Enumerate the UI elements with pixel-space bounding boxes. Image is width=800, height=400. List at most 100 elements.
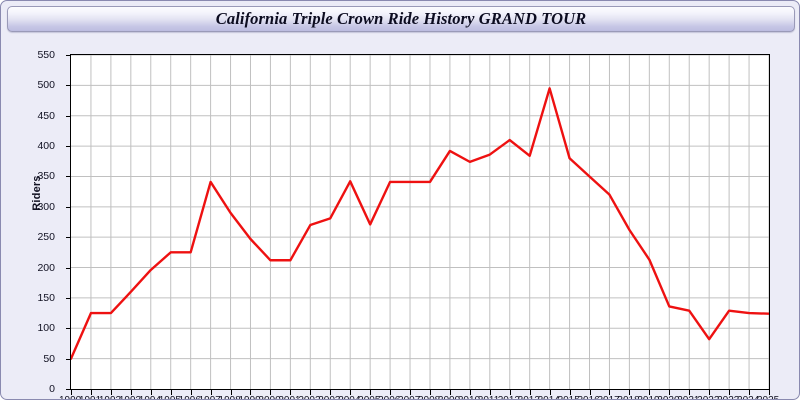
y-tick-mark bbox=[66, 358, 71, 360]
y-tick-label: 150 bbox=[37, 291, 55, 304]
x-tick-mark bbox=[489, 390, 491, 395]
x-tick-label: 2005 bbox=[358, 395, 380, 399]
x-tick-label: 2017 bbox=[597, 395, 619, 399]
x-tick-label: 2004 bbox=[338, 395, 360, 399]
x-tick-mark bbox=[270, 390, 272, 395]
x-tick-mark bbox=[150, 390, 152, 395]
y-tick-label: 300 bbox=[37, 200, 55, 213]
y-tick-mark bbox=[66, 206, 71, 208]
x-tick-mark bbox=[469, 390, 471, 395]
x-tick-mark bbox=[110, 390, 112, 395]
x-tick-label: 1996 bbox=[179, 395, 201, 399]
data-series-line bbox=[71, 87, 769, 360]
x-tick-mark bbox=[729, 390, 731, 395]
horizontal-gridlines bbox=[71, 55, 769, 360]
page-title: California Triple Crown Ride History GRA… bbox=[215, 9, 587, 28]
x-tick-label: 1994 bbox=[139, 395, 161, 399]
x-tick-label: 1993 bbox=[119, 395, 141, 399]
x-tick-label: 2018 bbox=[617, 395, 639, 399]
x-tick-label: 2006 bbox=[378, 395, 400, 399]
y-tick-mark bbox=[66, 297, 71, 299]
x-tick-label: 2003 bbox=[318, 395, 340, 399]
x-tick-mark bbox=[250, 390, 252, 395]
x-tick-mark bbox=[629, 390, 631, 395]
x-tick-mark bbox=[190, 390, 192, 395]
y-tick-label: 500 bbox=[37, 79, 55, 92]
x-tick-label: 1992 bbox=[99, 395, 121, 399]
y-tick-label: 550 bbox=[37, 49, 55, 61]
y-tick-label: 200 bbox=[37, 261, 55, 274]
y-tick-mark bbox=[66, 115, 71, 117]
y-tick-label: 450 bbox=[37, 109, 55, 122]
y-tick-mark bbox=[66, 176, 71, 178]
y-tick-mark bbox=[66, 146, 71, 148]
y-tick-mark bbox=[66, 267, 71, 269]
x-tick-mark bbox=[370, 390, 372, 395]
x-tick-label: 2020 bbox=[657, 395, 679, 399]
x-tick-mark bbox=[130, 390, 132, 395]
x-tick-mark bbox=[350, 390, 352, 395]
x-tick-label: 2025 bbox=[757, 395, 779, 399]
x-tick-mark bbox=[689, 390, 691, 395]
y-tick-label: 0 bbox=[49, 383, 55, 395]
x-tick-label: 2012 bbox=[498, 395, 520, 399]
x-tick-label: 2008 bbox=[418, 395, 440, 399]
x-tick-mark bbox=[210, 390, 212, 395]
x-tick-mark bbox=[449, 390, 451, 395]
x-tick-mark bbox=[649, 390, 651, 395]
x-tick-mark bbox=[429, 390, 431, 395]
line-chart-svg bbox=[71, 55, 769, 389]
x-tick-label: 2007 bbox=[398, 395, 420, 399]
y-tick-mark bbox=[66, 85, 71, 87]
x-tick-mark bbox=[669, 390, 671, 395]
x-tick-mark bbox=[769, 390, 770, 395]
x-tick-label: 2019 bbox=[637, 395, 659, 399]
x-tick-mark bbox=[569, 390, 571, 395]
y-tick-mark bbox=[66, 55, 71, 56]
x-tick-mark bbox=[230, 390, 232, 395]
y-axis-title: Riders bbox=[31, 175, 43, 211]
y-tick-mark bbox=[66, 328, 71, 330]
x-tick-mark bbox=[330, 390, 332, 395]
x-tick-mark bbox=[290, 390, 292, 395]
x-tick-label: 1990 bbox=[59, 395, 81, 399]
x-tick-mark bbox=[609, 390, 611, 395]
x-tick-mark bbox=[310, 390, 312, 395]
x-tick-label: 2021 bbox=[677, 395, 699, 399]
x-tick-label: 1997 bbox=[199, 395, 221, 399]
chart-panel: Riders 0 50 100 150 200 250 300 350 400 450 500 550… bbox=[7, 37, 795, 399]
x-tick-mark bbox=[90, 390, 92, 395]
x-tick-mark bbox=[410, 390, 412, 395]
x-tick-label: 2024 bbox=[737, 395, 759, 399]
x-tick-mark bbox=[390, 390, 392, 395]
x-tick-label: 2010 bbox=[458, 395, 480, 399]
x-tick-label: 2013 bbox=[518, 395, 540, 399]
x-tick-label: 2023 bbox=[717, 395, 739, 399]
plot-area bbox=[70, 54, 770, 390]
x-tick-mark bbox=[509, 390, 511, 395]
x-tick-label: 1995 bbox=[159, 395, 181, 399]
y-tick-label: 250 bbox=[37, 231, 55, 244]
y-tick-label: 50 bbox=[43, 352, 55, 365]
x-tick-label: 2011 bbox=[478, 395, 500, 399]
x-tick-mark bbox=[71, 390, 72, 395]
x-tick-mark bbox=[589, 390, 591, 395]
y-tick-label: 400 bbox=[37, 140, 55, 153]
y-tick-label: 100 bbox=[37, 322, 55, 335]
y-tick-label: 350 bbox=[37, 170, 55, 183]
x-tick-mark bbox=[709, 390, 711, 395]
x-tick-label: 2014 bbox=[538, 395, 560, 399]
x-tick-mark bbox=[749, 390, 751, 395]
x-tick-label: 2016 bbox=[578, 395, 600, 399]
x-tick-label: 1999 bbox=[238, 395, 260, 399]
y-tick-mark bbox=[66, 389, 71, 390]
x-tick-label: 2000 bbox=[258, 395, 280, 399]
x-tick-label: 1991 bbox=[79, 395, 101, 399]
x-tick-mark bbox=[529, 390, 531, 395]
vertical-gridlines bbox=[90, 55, 769, 389]
y-tick-mark bbox=[66, 237, 71, 239]
x-tick-label: 1998 bbox=[219, 395, 241, 399]
x-tick-label: 2001 bbox=[278, 395, 300, 399]
